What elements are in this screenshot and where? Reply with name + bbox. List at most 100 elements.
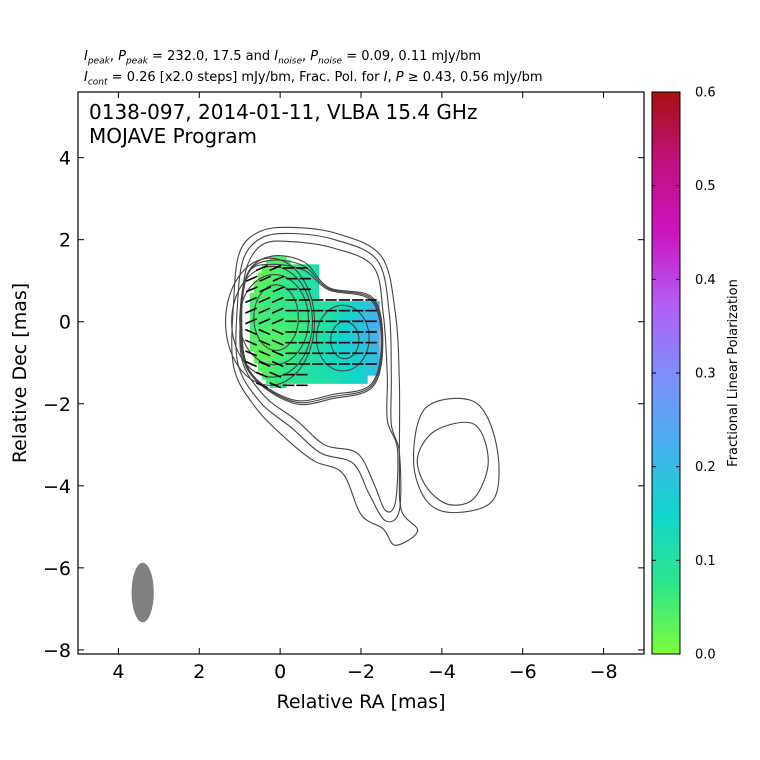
pol-pixel xyxy=(294,264,299,269)
pol-pixel xyxy=(322,329,328,335)
pol-pixel xyxy=(290,321,295,327)
pol-pixel xyxy=(306,370,312,376)
pol-pixel xyxy=(367,317,372,323)
pol-pixel xyxy=(253,334,259,339)
evpa-vector xyxy=(245,350,258,357)
pol-pixel xyxy=(261,354,267,360)
pol-pixel xyxy=(346,338,352,343)
pol-pixel xyxy=(261,375,267,380)
pol-pixel xyxy=(261,338,267,343)
pol-pixel xyxy=(338,325,344,331)
pol-pixel xyxy=(310,358,316,364)
pol-pixel xyxy=(261,293,267,298)
pol-pixel xyxy=(358,342,364,347)
pol-pixel xyxy=(371,309,376,315)
pol-pixel xyxy=(371,362,376,368)
pol-pixel xyxy=(265,334,271,339)
evpa-vector xyxy=(245,296,258,304)
contour-core xyxy=(239,273,309,366)
pol-pixel xyxy=(274,268,279,274)
pol-pixel xyxy=(358,338,364,343)
pol-pixel xyxy=(350,338,356,343)
pol-pixel xyxy=(294,272,299,278)
pol-pixel xyxy=(326,342,332,347)
pol-pixel xyxy=(330,342,336,347)
pol-pixel xyxy=(314,305,320,311)
pol-pixel xyxy=(330,338,336,343)
pol-pixel xyxy=(354,370,360,376)
pol-pixel xyxy=(326,305,332,311)
pol-pixel xyxy=(342,342,348,347)
pol-pixel xyxy=(302,288,308,294)
pol-pixel xyxy=(261,272,267,278)
pol-pixel xyxy=(257,280,263,286)
plot-title-line: 0138-097, 2014-01-11, VLBA 15.4 GHz xyxy=(89,100,477,124)
pol-pixel xyxy=(354,334,360,339)
pol-pixel xyxy=(314,301,320,306)
pol-pixel xyxy=(342,358,348,364)
pol-pixel xyxy=(318,375,324,380)
pol-pixel xyxy=(294,338,299,343)
pol-pixel xyxy=(342,325,348,331)
pol-pixel xyxy=(330,317,336,323)
evpa-vector xyxy=(271,328,284,336)
evpa-vector xyxy=(269,382,282,389)
pol-pixel xyxy=(286,375,291,380)
pol-pixel xyxy=(270,342,275,347)
pol-pixel xyxy=(278,309,283,315)
x-tick-label: −4 xyxy=(428,661,456,683)
colorbar-tick-label: 0.3 xyxy=(695,367,716,382)
pol-pixel xyxy=(298,362,303,368)
pol-pixel xyxy=(294,280,299,286)
pol-pixel xyxy=(346,354,352,360)
pol-pixel xyxy=(354,301,360,306)
pol-pixel xyxy=(326,375,332,380)
pol-pixel xyxy=(334,329,340,335)
pol-pixel xyxy=(265,338,271,343)
pol-pixel xyxy=(302,362,308,368)
pol-pixel xyxy=(282,264,287,269)
pol-pixel xyxy=(346,334,352,339)
pol-pixel xyxy=(306,309,312,315)
pol-pixel xyxy=(338,309,344,315)
pol-pixel xyxy=(314,354,320,360)
pol-pixel xyxy=(294,321,299,327)
pol-pixel xyxy=(294,375,299,380)
pol-pixel xyxy=(314,268,320,274)
pol-pixel xyxy=(350,366,356,372)
evpa-vector xyxy=(245,286,258,293)
pol-pixel xyxy=(274,260,279,265)
pol-pixel xyxy=(358,317,364,323)
evpa-vector xyxy=(258,350,271,357)
pol-pixel xyxy=(286,366,291,372)
pol-pixel xyxy=(261,305,267,311)
pol-pixel xyxy=(282,342,287,347)
pol-pixel xyxy=(363,301,368,306)
pol-pixel xyxy=(278,358,283,364)
pol-pixel xyxy=(249,342,255,347)
pol-pixel xyxy=(261,321,267,327)
pol-pixel xyxy=(314,321,320,327)
pol-pixel xyxy=(249,325,255,331)
pol-pixel xyxy=(306,346,312,352)
pol-pixel xyxy=(318,366,324,372)
pol-pixel xyxy=(265,321,271,327)
pol-pixel xyxy=(322,309,328,315)
evpa-vector xyxy=(272,275,285,282)
colorbar-tick-label: 0.6 xyxy=(695,86,716,101)
pol-pixel xyxy=(342,375,348,380)
pol-pixel xyxy=(282,313,287,319)
pol-pixel xyxy=(367,366,372,372)
pol-pixel xyxy=(371,317,376,323)
pol-pixel xyxy=(257,342,263,347)
pol-pixel xyxy=(330,370,336,376)
pol-pixel xyxy=(367,305,372,311)
pol-pixel xyxy=(282,305,287,311)
pol-pixel xyxy=(253,297,259,302)
pol-pixel xyxy=(261,317,267,323)
evpa-vector-layer xyxy=(245,264,377,389)
pol-pixel xyxy=(257,354,263,360)
pol-pixel xyxy=(350,301,356,306)
pol-pixel xyxy=(274,366,279,372)
plot-title-line: MOJAVE Program xyxy=(89,124,257,148)
